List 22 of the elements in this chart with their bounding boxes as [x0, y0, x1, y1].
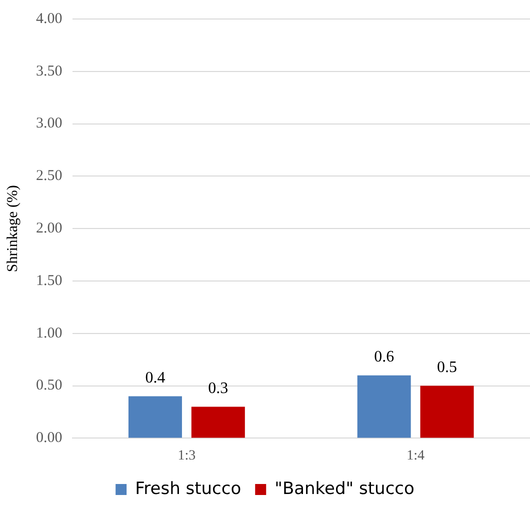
- y-tick-label: 2.50: [36, 168, 62, 184]
- legend-label: Fresh stucco: [135, 478, 242, 499]
- y-tick-label: 2.00: [36, 220, 62, 237]
- data-label: 0.3: [208, 380, 228, 397]
- y-tick-label: 3.50: [36, 63, 62, 80]
- data-label: 0.5: [437, 359, 458, 376]
- data-label: 0.6: [374, 348, 394, 366]
- y-tick-label: 1.50: [36, 272, 62, 289]
- y-axis-title: Shrinkage (%): [4, 185, 21, 272]
- legend-label: "Banked" stucco: [274, 478, 414, 499]
- x-tick-label: 1:3: [178, 448, 196, 464]
- y-tick-label: 1.00: [36, 325, 62, 342]
- y-tick-label: 0.00: [36, 430, 62, 446]
- y-tick-label: 0.50: [36, 378, 62, 394]
- y-tick-label: 3.00: [36, 116, 62, 132]
- bar: [357, 375, 411, 438]
- data-label: 0.4: [145, 369, 166, 386]
- bar: [191, 406, 245, 438]
- x-tick-label: 1:4: [406, 448, 425, 464]
- bar: [128, 396, 182, 438]
- y-tick-label: 4.00: [36, 10, 62, 27]
- bar: [420, 386, 474, 438]
